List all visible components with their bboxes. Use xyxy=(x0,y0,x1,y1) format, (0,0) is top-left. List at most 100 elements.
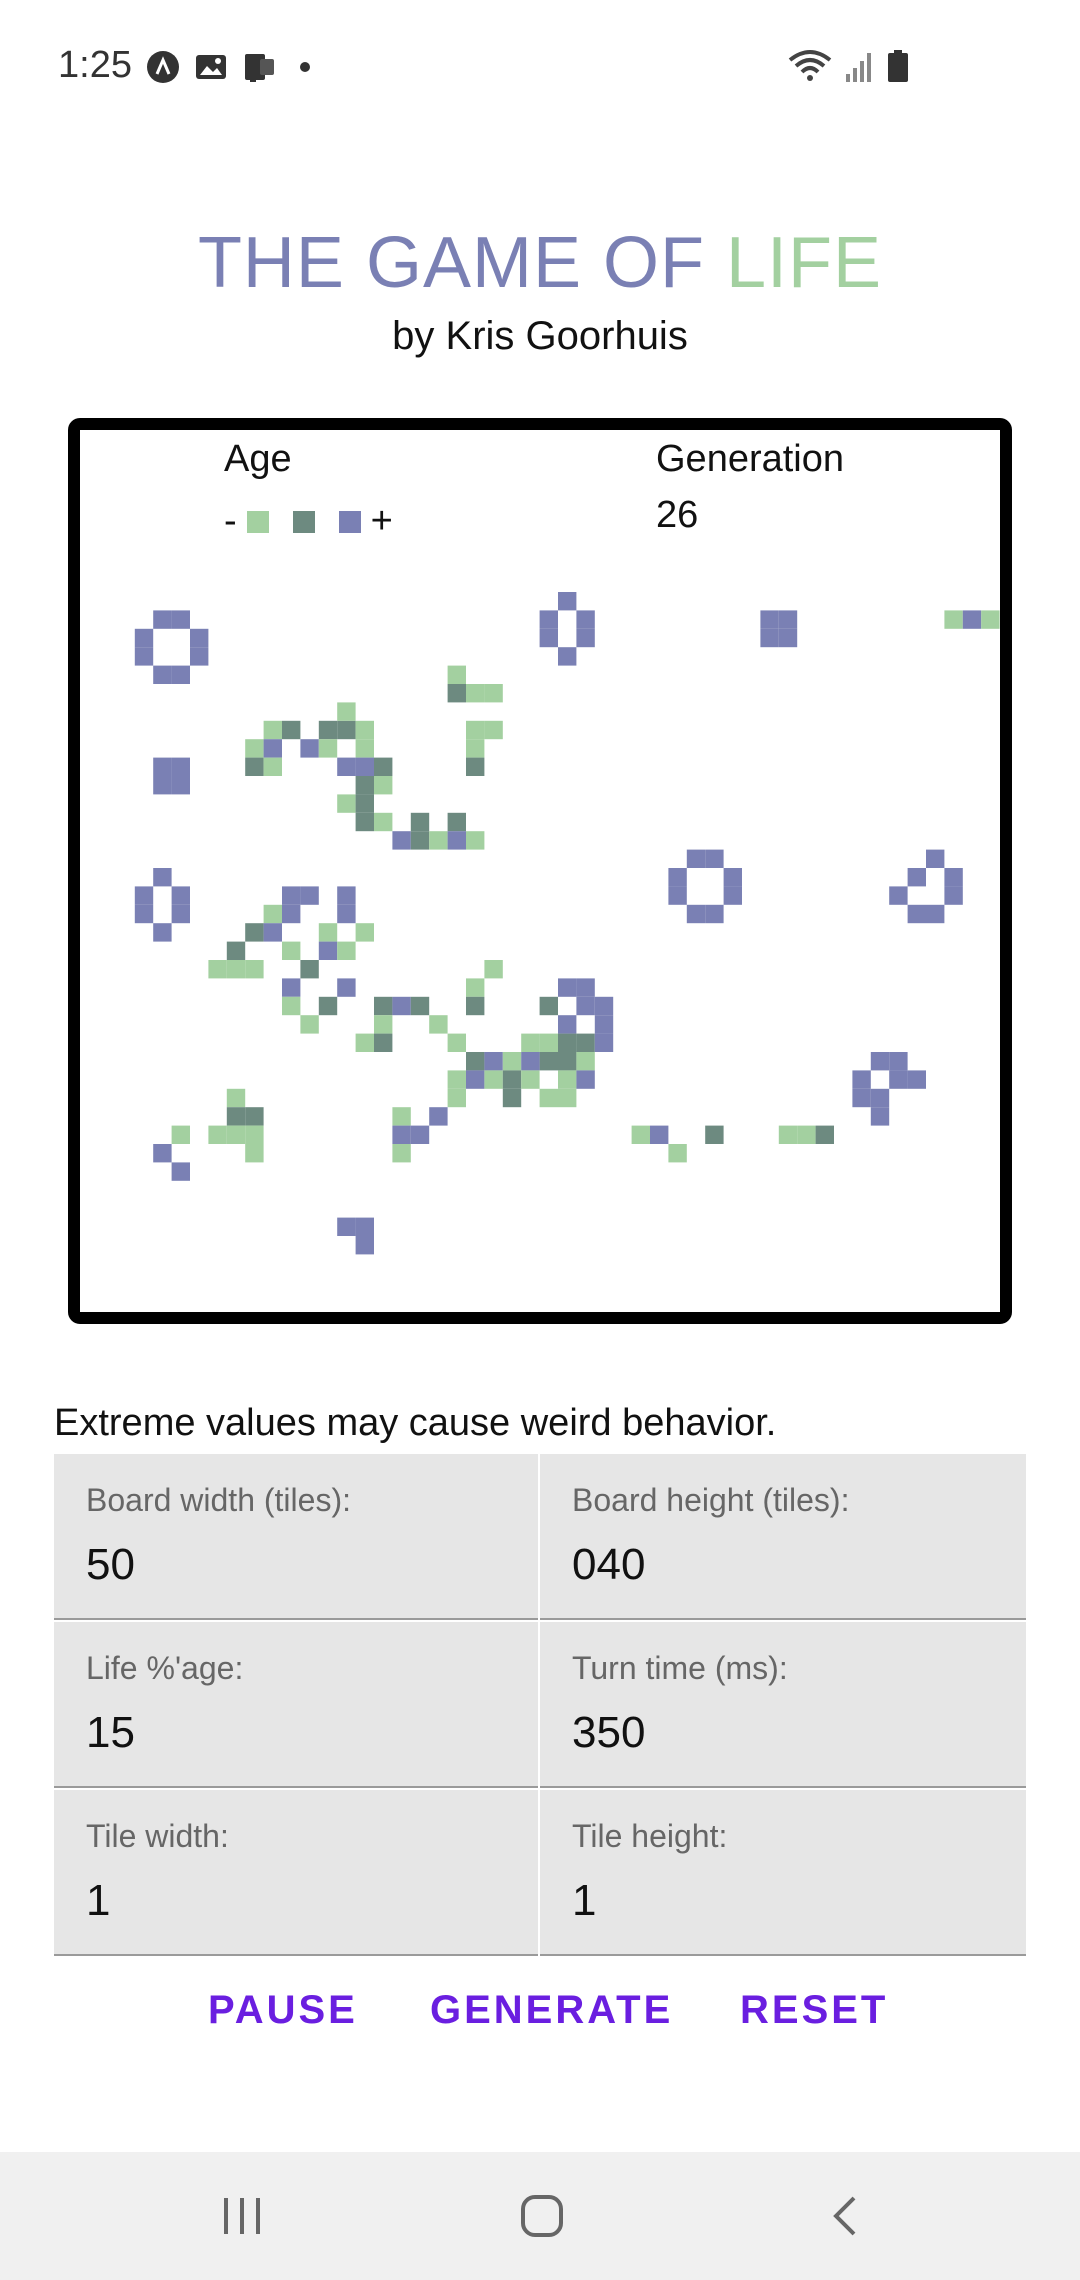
life-cell xyxy=(962,610,982,629)
life-cell xyxy=(134,886,154,905)
life-cell xyxy=(337,794,356,813)
life-cell xyxy=(355,1217,374,1236)
life-cell xyxy=(705,904,724,924)
board-height-field[interactable]: Board height (tiles): xyxy=(540,1454,1026,1620)
life-cell xyxy=(576,978,595,997)
recent-apps-icon[interactable] xyxy=(220,2196,266,2236)
life-cell xyxy=(263,739,282,758)
life-cell xyxy=(337,1217,356,1236)
status-time: 1:25 xyxy=(58,44,132,86)
life-cell xyxy=(153,665,172,684)
life-cell xyxy=(226,1125,246,1144)
life-cell xyxy=(466,684,485,703)
life-cell xyxy=(318,739,338,758)
life-pct-input[interactable] xyxy=(86,1708,486,1758)
turn-time-input[interactable] xyxy=(572,1708,972,1758)
life-cell xyxy=(723,868,742,887)
life-pct-field[interactable]: Life %'age: xyxy=(54,1622,538,1788)
life-cell xyxy=(392,1144,411,1163)
life-cell xyxy=(245,960,264,979)
life-cell xyxy=(502,1070,522,1089)
life-cell xyxy=(760,628,779,648)
life-cell xyxy=(374,1015,393,1034)
board-width-field[interactable]: Board width (tiles): xyxy=(54,1454,538,1620)
life-cell xyxy=(686,849,706,868)
life-cell xyxy=(668,868,687,887)
life-cell xyxy=(686,904,706,924)
life-cell xyxy=(355,1033,374,1052)
life-cell xyxy=(171,886,190,905)
life-cell xyxy=(668,886,687,905)
life-cell xyxy=(447,831,466,850)
tile-width-field[interactable]: Tile width: xyxy=(54,1790,538,1956)
life-cell xyxy=(429,1107,448,1126)
tile-width-label: Tile width: xyxy=(86,1818,229,1854)
life-cell xyxy=(429,1015,448,1034)
life-cell xyxy=(355,794,374,813)
life-cell xyxy=(171,776,190,795)
board-width-input[interactable] xyxy=(86,1540,486,1590)
life-cell xyxy=(282,941,301,960)
life-cell xyxy=(355,720,374,740)
page-title: THE GAME OF LIFE xyxy=(0,222,1080,304)
tile-height-input[interactable] xyxy=(572,1876,972,1926)
life-cell xyxy=(153,868,172,887)
life-pct-label: Life %'age: xyxy=(86,1650,244,1686)
status-bar: 1:25 xyxy=(0,0,1080,140)
life-cell xyxy=(466,978,485,997)
life-cell xyxy=(502,1052,522,1071)
life-cell xyxy=(134,904,154,924)
life-cell xyxy=(466,720,485,740)
back-icon[interactable] xyxy=(828,2194,864,2238)
life-cell xyxy=(410,1125,430,1144)
life-cell xyxy=(944,886,963,905)
life-cell xyxy=(300,886,319,905)
age-legend: - + xyxy=(224,500,393,543)
life-cell xyxy=(815,1125,834,1144)
life-grid[interactable] xyxy=(80,430,1000,1310)
life-cell xyxy=(318,923,338,942)
life-cell xyxy=(907,904,926,924)
board-height-input[interactable] xyxy=(572,1540,972,1590)
life-cell xyxy=(466,831,485,850)
life-cell xyxy=(337,978,356,997)
life-cell xyxy=(337,720,356,740)
life-cell xyxy=(263,720,282,740)
life-cell xyxy=(558,1015,577,1034)
home-icon[interactable] xyxy=(520,2194,564,2238)
age-young-swatch xyxy=(246,510,269,533)
life-cell xyxy=(245,1144,264,1163)
life-cell xyxy=(558,978,577,997)
life-cell xyxy=(852,1070,871,1089)
life-cell xyxy=(760,610,779,629)
life-cell xyxy=(355,1236,374,1255)
life-cell xyxy=(374,996,393,1016)
life-cell xyxy=(263,923,282,942)
life-cell xyxy=(355,812,374,832)
wifi-icon xyxy=(788,50,832,81)
turn-time-field[interactable]: Turn time (ms): xyxy=(540,1622,1026,1788)
life-cell xyxy=(153,610,172,629)
tile-width-input[interactable] xyxy=(86,1876,486,1926)
life-cell xyxy=(374,757,393,776)
life-cell xyxy=(318,996,338,1016)
life-cell xyxy=(392,831,411,850)
life-cell xyxy=(171,1162,190,1181)
generation-label: Generation xyxy=(656,438,845,480)
life-cell xyxy=(576,628,595,648)
pause-button[interactable]: PAUSE xyxy=(208,1988,358,2032)
life-cell xyxy=(521,1033,540,1052)
life-cell xyxy=(171,665,190,684)
life-cell xyxy=(392,996,411,1016)
life-cell xyxy=(447,684,466,703)
game-board[interactable] xyxy=(68,418,1012,1324)
life-cell xyxy=(594,1033,614,1052)
generate-button[interactable]: GENERATE xyxy=(430,1988,674,2032)
reset-button[interactable]: RESET xyxy=(740,1988,889,2032)
tile-height-field[interactable]: Tile height: xyxy=(540,1790,1026,1956)
life-cell xyxy=(705,849,724,868)
life-cell xyxy=(300,739,319,758)
title-part-2: LIFE xyxy=(725,223,883,303)
life-cell xyxy=(466,739,485,758)
life-cell xyxy=(539,610,558,629)
